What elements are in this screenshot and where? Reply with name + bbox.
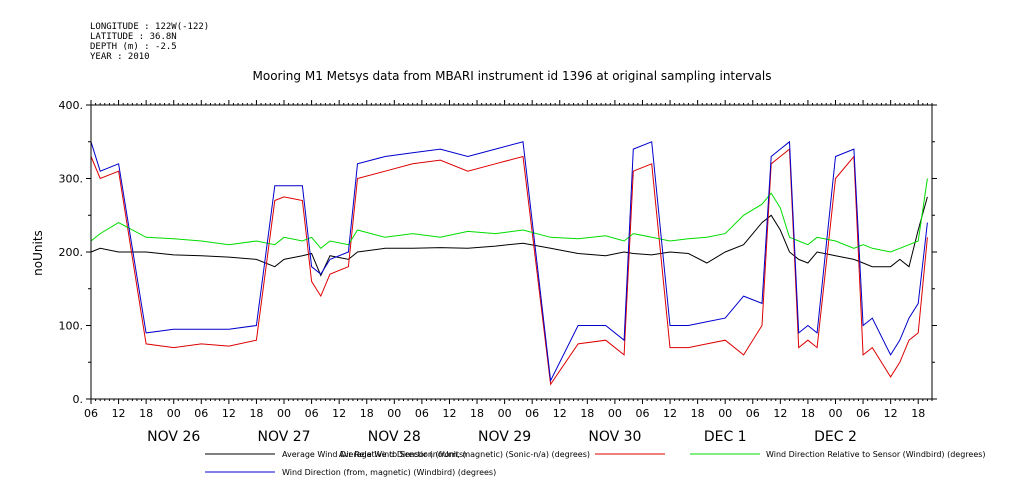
x-hour-label: 18 — [139, 407, 153, 420]
x-day-label: DEC 1 — [704, 429, 747, 445]
legend: Average Wind Dir Relative to Sensor (noU… — [205, 450, 986, 477]
x-hour-label: 00 — [608, 407, 622, 420]
metadata-block: LONGITUDE : 122W(-122) LATITUDE : 36.8N … — [90, 22, 209, 62]
y-tick-label: 200. — [59, 246, 84, 259]
x-hour-label: 06 — [415, 407, 429, 420]
series-line-3 — [90, 140, 928, 383]
legend-label-1: Average Wind Direction (from, magnetic) … — [339, 450, 590, 459]
x-hour-label: 12 — [332, 407, 346, 420]
x-hour-label: 18 — [911, 407, 925, 420]
x-hour-label: 12 — [884, 407, 898, 420]
x-hour-label: 06 — [194, 407, 208, 420]
x-day-label: NOV 28 — [368, 429, 421, 445]
x-day-label: NOV 27 — [257, 429, 310, 445]
x-day-label: NOV 30 — [588, 429, 641, 445]
x-hour-label: 00 — [387, 407, 401, 420]
x-hour-label: 18 — [801, 407, 815, 420]
x-hour-label: 06 — [84, 407, 98, 420]
y-tick-label: 400. — [59, 99, 84, 112]
latitude-label: LATITUDE : 36.8N — [90, 32, 177, 42]
depth-label: DEPTH (m) : -2.5 — [90, 42, 177, 52]
x-hour-label: 00 — [828, 407, 842, 420]
longitude-label: LONGITUDE : 122W(-122) — [90, 22, 210, 32]
x-hour-label: 12 — [663, 407, 677, 420]
x-hour-label: 06 — [635, 407, 649, 420]
x-day-label: DEC 2 — [814, 429, 857, 445]
chart-title: Mooring M1 Metsys data from MBARI instru… — [253, 69, 772, 83]
y-axis-label: noUnits — [31, 230, 45, 276]
x-hour-label: 00 — [498, 407, 512, 420]
x-hour-label: 00 — [167, 407, 181, 420]
x-hour-label: 12 — [442, 407, 456, 420]
x-day-label: NOV 26 — [147, 429, 200, 445]
x-hour-label: 18 — [580, 407, 594, 420]
x-hour-label: 12 — [112, 407, 126, 420]
x-hour-label: 18 — [691, 407, 705, 420]
x-hour-label: 12 — [773, 407, 787, 420]
series-line-1 — [90, 148, 928, 386]
x-hour-label: 12 — [222, 407, 236, 420]
x-hour-label: 00 — [277, 407, 291, 420]
x-hour-label: 06 — [856, 407, 870, 420]
x-hour-label: 06 — [305, 407, 319, 420]
x-hour-label: 18 — [360, 407, 374, 420]
x-hour-label: 06 — [525, 407, 539, 420]
x-hour-label: 00 — [718, 407, 732, 420]
series-line-0 — [90, 196, 928, 277]
x-hour-label: 06 — [746, 407, 760, 420]
x-day-label: NOV 29 — [478, 429, 531, 445]
year-label: YEAR : 2010 — [90, 52, 150, 62]
y-tick-label: 100. — [59, 320, 84, 333]
x-hour-label: 18 — [249, 407, 263, 420]
y-tick-label: 0. — [73, 393, 84, 406]
series-line-2 — [90, 178, 928, 253]
y-tick-label: 300. — [59, 173, 84, 186]
x-hour-label: 12 — [553, 407, 567, 420]
legend-label-0: Average Wind Dir Relative to Sensor (noU… — [282, 450, 466, 459]
x-hour-label: 18 — [470, 407, 484, 420]
legend-label-2: Wind Direction Relative to Sensor (Windb… — [766, 450, 986, 459]
plot-frame — [90, 104, 933, 400]
legend-label-3: Wind Direction (from, magnetic) (Windbir… — [282, 468, 496, 477]
